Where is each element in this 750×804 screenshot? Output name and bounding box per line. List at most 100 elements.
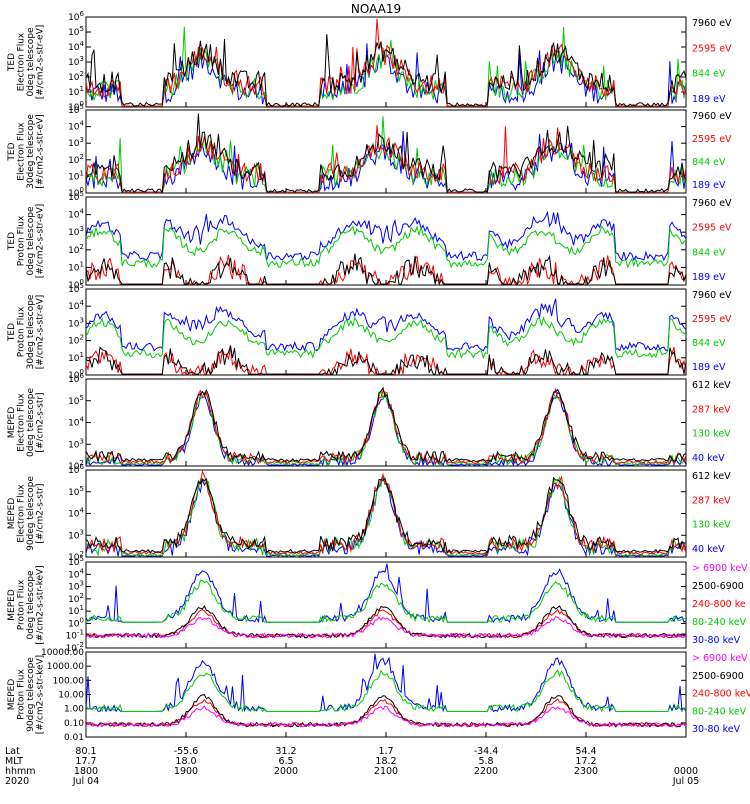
y-tick-label: 103 xyxy=(68,437,84,450)
panel-2: 105 104 103 102 101 100 TED Electron Flux 30deg … xyxy=(7,103,732,199)
y-tick-label: 1.00 xyxy=(64,705,84,715)
y-tick-label: 104 xyxy=(68,208,84,221)
x-axis-tick-label: 2100 xyxy=(374,766,398,777)
x-axis-tick-label: 1.7 xyxy=(378,746,393,757)
y-tick-label: 105 xyxy=(68,103,84,116)
y-axis-label-line: Electron Flux xyxy=(17,122,27,181)
y-tick-label: 100 xyxy=(68,278,84,291)
y-axis-label-line: 90deg telescope xyxy=(26,476,36,551)
legend-entry: 80-240 keV xyxy=(692,706,747,717)
y-tick-label: 105 xyxy=(68,25,84,38)
x-axis-row-label: Lat xyxy=(5,746,20,757)
y-tick-label: 0.01 xyxy=(64,733,84,743)
y-tick-label: 105 xyxy=(68,190,84,203)
traces xyxy=(86,653,686,728)
y-axis-label-line: [#/cm2-s-str] xyxy=(36,392,46,452)
y-tick-label: 103 xyxy=(68,225,84,238)
x-axis-row-label: hhmm xyxy=(5,766,36,777)
y-axis-label-line: Proton Flux xyxy=(17,669,27,720)
traces xyxy=(86,470,686,557)
legend-entry: 189 eV xyxy=(692,362,726,373)
legend-entry: 7960 eV xyxy=(692,18,732,29)
legend-entry: 2595 eV xyxy=(692,134,732,145)
legend-entry: 287 keV xyxy=(692,495,731,506)
series-trace-1 xyxy=(86,253,686,285)
y-tick-label: 102 xyxy=(68,334,84,347)
y-tick-label: 105 xyxy=(68,485,84,498)
legend-entry: 30-80 keV xyxy=(692,635,741,646)
legend-entry: 240-800 keV xyxy=(692,689,750,700)
y-tick-label: 10-1 xyxy=(66,629,84,642)
x-axis-tick-label: 0000 xyxy=(674,766,698,777)
panel-4: 105 104 103 102 101 100 TED Proton Flux 30deg te… xyxy=(7,282,732,381)
x-axis-tick-label: 2200 xyxy=(474,766,498,777)
series-trace-1 xyxy=(86,616,686,639)
y-tick-label: 105 xyxy=(68,394,84,407)
y-tick-label: 106 xyxy=(68,372,84,385)
y-tick-label: 1000.00 xyxy=(47,662,84,672)
x-axis-tick-label: 17.7 xyxy=(75,756,96,767)
y-tick-label: 100 xyxy=(68,616,84,629)
y-axis-label-line: TED xyxy=(7,53,17,72)
y-tick-label: 102 xyxy=(68,459,84,472)
series-trace-2 xyxy=(86,254,686,285)
series-trace-5 xyxy=(86,653,686,713)
y-tick-label: 104 xyxy=(68,120,84,133)
x-axis-tick-label: -34.4 xyxy=(474,746,499,757)
series-trace-1 xyxy=(86,34,686,107)
y-tick-label: 103 xyxy=(68,55,84,68)
y-tick-label: 101 xyxy=(68,604,84,617)
series-trace-4 xyxy=(86,579,686,624)
y-tick-label: 100 xyxy=(68,368,84,381)
y-axis-label-line: Electron Flux xyxy=(17,484,27,543)
y-tick-label: 103 xyxy=(68,580,84,593)
y-axis-label-line: [#/cm2-s-str-eV] xyxy=(36,25,46,100)
legend-entry: 612 keV xyxy=(692,380,731,391)
y-tick-label: 102 xyxy=(68,70,84,83)
y-tick-label: 100 xyxy=(68,100,84,113)
traces xyxy=(86,563,686,639)
y-axis-label-line: TED xyxy=(7,232,17,251)
y-tick-label: 10.00 xyxy=(58,691,84,701)
y-tick-label: 105 xyxy=(68,555,84,568)
legend-entry: 2595 eV xyxy=(692,314,732,325)
traces xyxy=(86,386,686,466)
legend-entry: 189 eV xyxy=(692,272,726,283)
y-tick-label: 101 xyxy=(68,85,84,98)
series-trace-1 xyxy=(86,476,686,554)
legend-entry: 612 keV xyxy=(692,471,731,482)
y-tick-label: 106 xyxy=(68,463,84,476)
y-axis-label-line: 30deg telescope xyxy=(26,114,36,189)
y-axis-label-line: Proton Flux xyxy=(17,306,27,357)
legend-entry: 240-800 ke xyxy=(692,599,746,610)
legend-entry: 2595 eV xyxy=(692,223,732,234)
series-trace-1 xyxy=(86,386,686,464)
legend-entry: 80-240 keV xyxy=(692,617,747,628)
x-axis-tick-label: Jul 05 xyxy=(672,776,700,787)
legend-entry: 30-80 keV xyxy=(692,724,741,735)
y-axis-label-line: TED xyxy=(7,142,17,161)
y-axis-label-line: TED xyxy=(7,323,17,342)
y-tick-label: 103 xyxy=(68,136,84,149)
y-axis-label-line: 0deg telescope xyxy=(26,388,36,458)
series-trace-4 xyxy=(86,210,686,262)
series-trace-4 xyxy=(86,298,686,352)
legend-entry: 189 eV xyxy=(692,180,726,191)
y-axis-label-line: [#/cm2-s-str-eV] xyxy=(36,114,46,189)
legend-entry: 844 eV xyxy=(692,69,726,80)
legend-entry: 7960 eV xyxy=(692,290,732,301)
x-axis-tick-label: 6.5 xyxy=(278,756,293,767)
legend-entry: > 6900 keV xyxy=(692,563,748,574)
y-tick-label: 102 xyxy=(68,153,84,166)
panel-6: 106 105 104 103 102 MEPED Electron Flux 90deg t… xyxy=(7,463,731,563)
y-axis-label-line: [#/cm2-s-str-keV] xyxy=(36,565,46,644)
series-trace-3 xyxy=(86,698,686,728)
y-axis-label-line: [#/cm2-s-str] xyxy=(36,483,46,543)
panel-3: 105 104 103 102 101 100 TED Proton Flux 0deg tel… xyxy=(7,190,732,291)
series-trace-5 xyxy=(86,563,686,624)
y-tick-label: 103 xyxy=(68,316,84,329)
x-axis-tick-label: 1800 xyxy=(74,766,98,777)
